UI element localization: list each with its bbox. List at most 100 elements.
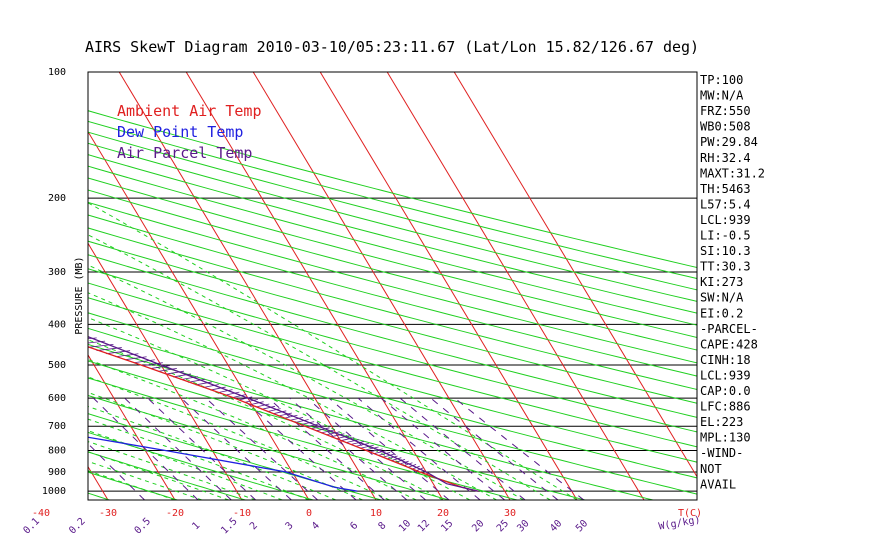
cape-hatch — [225, 391, 240, 396]
cape-hatch — [335, 435, 350, 440]
moist-adiabat--4 — [88, 430, 283, 500]
cape-hatch — [272, 410, 287, 415]
mixing-ratio-line-16 — [430, 397, 559, 500]
legend-entry: Air Parcel Temp — [117, 144, 252, 162]
moist-adiabat-8 — [88, 391, 363, 500]
dry-adiabat-270 — [88, 431, 314, 500]
dry-adiabat-240 — [88, 492, 110, 500]
moist-adiabat-12 — [88, 376, 390, 500]
index-item: MPL:130 — [700, 431, 751, 445]
isotherm--20 — [88, 354, 176, 500]
mixing-ratio-line-0 — [0, 398, 34, 500]
mixing-ratio-tick-label: 2 — [248, 520, 260, 532]
cape-hatch — [195, 381, 212, 386]
mixing-ratio-tick-label: 1 — [190, 520, 202, 532]
profile-curves — [0, 305, 479, 492]
mixing-ratio-tick-label: 12 — [416, 518, 432, 534]
dry-adiabat-300 — [88, 377, 518, 500]
dry-adiabat-360 — [88, 282, 697, 448]
pressure-tick-label: 500 — [48, 360, 66, 371]
mixing-ratio-tick-label: 3 — [284, 520, 296, 532]
bottom-temp-tick-label: -40 — [32, 508, 50, 519]
mixing-ratio-line-7 — [205, 397, 319, 500]
isotherm-50 — [386, 72, 645, 500]
dry-adiabat-230 — [0, 72, 42, 500]
cape-hatch — [373, 450, 387, 455]
pressure-tick-label: 300 — [48, 267, 66, 278]
mixing-ratio-line-9 — [268, 397, 385, 500]
index-item: L57:5.4 — [700, 197, 751, 211]
cape-hatch — [395, 459, 406, 463]
bottom-temp-tick-label: -30 — [99, 508, 117, 519]
cape-hatch — [244, 398, 258, 403]
mixing-ratio-tick-label: 6 — [348, 520, 360, 532]
mixing-ratio-line-14 — [380, 397, 506, 500]
bottom-temp-tick-label: -20 — [166, 508, 184, 519]
cape-hatch — [157, 367, 177, 372]
pressure-tick-label: 200 — [48, 193, 66, 204]
mixing-ratio-line-4 — [124, 397, 232, 500]
cape-hatch — [360, 444, 374, 449]
cape-hatch — [165, 370, 184, 375]
index-item: PW:29.84 — [700, 135, 758, 149]
mixing-ratio-tick-label: 0.2 — [67, 516, 88, 537]
cape-hatch — [217, 389, 233, 393]
moist-adiabat-40 — [88, 202, 578, 500]
cape-hatch — [345, 439, 360, 443]
pressure-tick-label: 800 — [48, 446, 66, 457]
cape-hatch — [173, 373, 192, 378]
moist-adiabat--8 — [88, 441, 256, 500]
y-axis-label: PRESSURE (MB) — [74, 256, 85, 334]
cape-hatch — [403, 462, 413, 467]
cape-hatch — [255, 403, 270, 408]
index-item: WB0:508 — [700, 120, 751, 134]
mixing-ratio-tick-label: 15 — [439, 518, 455, 534]
index-item: EL:223 — [700, 415, 743, 429]
dry-adiabat-490 — [88, 120, 697, 280]
cape-hatch — [238, 396, 253, 401]
cape-hatch — [289, 416, 304, 421]
mixing-ratio-tick-label: 20 — [470, 518, 486, 534]
dry-adiabat-500 — [88, 110, 697, 269]
dry-adiabat-260 — [88, 451, 246, 500]
cape-hatch — [350, 441, 365, 445]
mixing-ratio-line-8 — [241, 397, 357, 500]
pressure-tick-label: 100 — [48, 67, 66, 78]
index-item: EI:0.2 — [700, 306, 743, 320]
cape-hatch — [0, 305, 10, 308]
curve-air-parcel-temp — [88, 335, 479, 492]
index-item: SW:N/A — [700, 291, 744, 305]
cape-hatch — [382, 453, 394, 458]
cape-hatch — [311, 425, 325, 430]
mixing-ratio-line-12 — [328, 397, 450, 500]
mixing-ratio-line-10 — [289, 397, 408, 500]
dry-adiabat-430 — [88, 189, 697, 351]
dry-adiabat-460 — [88, 154, 697, 314]
mixing-ratio-line-17 — [454, 397, 585, 500]
mixing-ratio-tick-label: 4 — [310, 520, 322, 532]
cape-hatch — [330, 433, 345, 438]
cape-hatch — [142, 362, 163, 367]
index-item: AVAIL — [700, 477, 736, 491]
cape-hatch — [133, 359, 155, 364]
legend-entry: Dew Point Temp — [117, 123, 243, 141]
moist-adiabat-24 — [88, 317, 471, 500]
cape-hatch — [210, 386, 226, 391]
bottom-temp-tick-label: 30 — [504, 508, 516, 519]
isotherm-40 — [319, 72, 578, 500]
cape-hatch — [278, 412, 292, 417]
pressure-tick-label: 400 — [48, 319, 66, 330]
mixing-ratio-line-11 — [306, 397, 427, 500]
curve-ambient-air-temp — [88, 346, 479, 492]
index-item: -WIND- — [700, 446, 743, 460]
legend-entry: Ambient Air Temp — [117, 102, 262, 120]
dry-adiabat-410 — [88, 214, 697, 377]
dry-adiabat-450 — [88, 165, 697, 326]
index-item: CINH:18 — [700, 353, 751, 367]
mixing-ratio-line-6 — [180, 397, 292, 500]
bottom-temp-tick-label: 0 — [306, 508, 312, 519]
dry-adiabat-420 — [88, 201, 697, 364]
cape-hatch — [325, 431, 340, 436]
cape-hatch — [316, 427, 330, 432]
moist-adiabat--12 — [88, 451, 229, 500]
